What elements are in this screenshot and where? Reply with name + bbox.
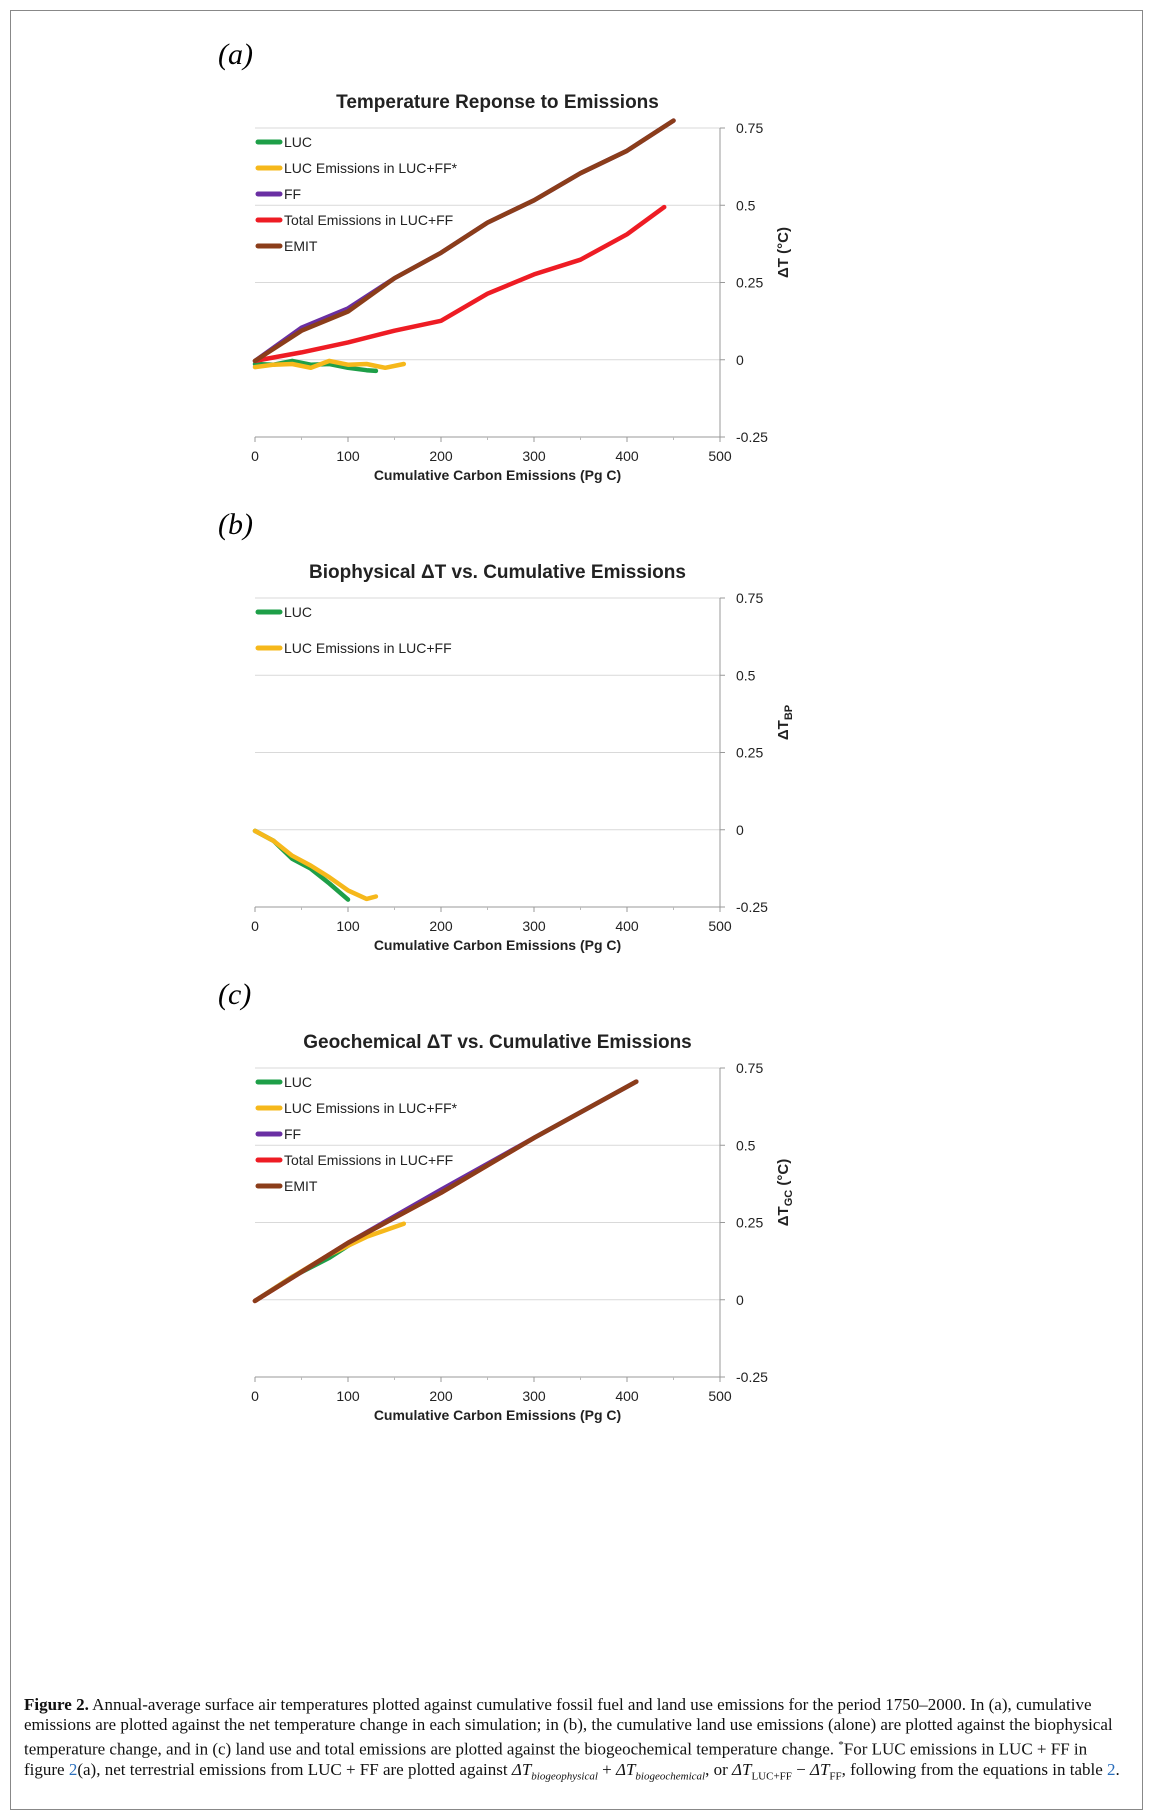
legend-label: LUC bbox=[284, 134, 312, 150]
legend-label: EMIT bbox=[284, 1178, 318, 1194]
series-line bbox=[252, 828, 379, 902]
series-line bbox=[252, 118, 676, 364]
figure-frame bbox=[10, 10, 1143, 1810]
caption-star: * bbox=[838, 1739, 844, 1751]
y-tick-label: -0.25 bbox=[736, 1369, 768, 1385]
x-tick-label: 200 bbox=[429, 918, 453, 934]
panel-label-a: (a) bbox=[218, 38, 253, 71]
chart-title: Geochemical ΔT vs. Cumulative Emissions bbox=[303, 1032, 692, 1053]
y-tick-label: 0.25 bbox=[736, 745, 763, 761]
y-tick-label: 0 bbox=[736, 822, 744, 838]
caption-eq4: ΔT bbox=[809, 1759, 830, 1779]
x-tick-label: 200 bbox=[429, 448, 453, 464]
y-tick-label: -0.25 bbox=[736, 429, 768, 445]
caption-eq3-sub: LUC+FF bbox=[751, 1770, 792, 1783]
series-line bbox=[252, 1079, 639, 1304]
caption-minus: − bbox=[791, 1759, 810, 1779]
panel-label-c: (c) bbox=[218, 978, 252, 1011]
x-tick-label: 0 bbox=[251, 448, 259, 464]
y-tick-label: 0.5 bbox=[736, 197, 756, 213]
legend-label: LUC Emissions in LUC+FF bbox=[284, 640, 452, 656]
x-tick-label: 400 bbox=[615, 448, 639, 464]
y-axis-label: ΔTGC (°C) bbox=[775, 1159, 795, 1226]
chart-title: Biophysical ΔT vs. Cumulative Emissions bbox=[309, 562, 686, 583]
x-tick-label: 500 bbox=[708, 448, 732, 464]
x-tick-label: 300 bbox=[522, 448, 546, 464]
x-tick-label: 200 bbox=[429, 1388, 453, 1404]
caption-figure-link[interactable]: 2 bbox=[68, 1759, 78, 1779]
legend-label: LUC Emissions in LUC+FF* bbox=[284, 1100, 458, 1116]
x-tick-label: 300 bbox=[522, 918, 546, 934]
y-axis-label: ΔT (°C) bbox=[775, 227, 792, 278]
x-tick-label: 300 bbox=[522, 1388, 546, 1404]
caption-text-4: , following from the equations in table bbox=[841, 1759, 1108, 1779]
chart-c: Geochemical ΔT vs. Cumulative Emissions 0… bbox=[251, 1032, 795, 1423]
caption-text-2: For LUC emissions in LUC + FF in figure bbox=[24, 1739, 1088, 1779]
legend-label: FF bbox=[284, 1126, 301, 1142]
x-tick-label: 0 bbox=[251, 918, 259, 934]
y-tick-label: 0.5 bbox=[736, 667, 756, 683]
caption-eq4-sub: FF bbox=[829, 1770, 842, 1783]
x-axis-label: Cumulative Carbon Emissions (Pg C) bbox=[374, 1407, 621, 1423]
series-line bbox=[252, 828, 351, 902]
legend-label: FF bbox=[284, 186, 301, 202]
y-tick-label: -0.25 bbox=[736, 899, 768, 915]
x-tick-label: 0 bbox=[251, 1388, 259, 1404]
caption-text-1: Annual-average surface air temperatures … bbox=[24, 1695, 1113, 1759]
x-tick-label: 100 bbox=[336, 448, 360, 464]
figure-caption: Figure 2. Annual-average surface air tem… bbox=[24, 1695, 1129, 1786]
caption-eq1: ΔT bbox=[511, 1759, 532, 1779]
chart-title: Temperature Reponse to Emissions bbox=[336, 92, 659, 113]
y-tick-label: 0.5 bbox=[736, 1137, 756, 1153]
x-tick-label: 500 bbox=[708, 918, 732, 934]
caption-eq2: ΔT bbox=[615, 1759, 636, 1779]
y-tick-label: 0 bbox=[736, 1292, 744, 1308]
panel-label-b: (b) bbox=[218, 508, 253, 541]
caption-eq1-sub: biogeophysical bbox=[531, 1770, 598, 1783]
x-axis-label: Cumulative Carbon Emissions (Pg C) bbox=[374, 467, 621, 483]
series-line bbox=[252, 204, 667, 364]
legend-label: Total Emissions in LUC+FF bbox=[284, 1152, 453, 1168]
legend-label: EMIT bbox=[284, 238, 318, 254]
x-tick-label: 400 bbox=[615, 1388, 639, 1404]
y-tick-label: 0.25 bbox=[736, 1215, 763, 1231]
chart-b: Biophysical ΔT vs. Cumulative Emissions 0… bbox=[251, 562, 795, 953]
caption-or: , or bbox=[705, 1759, 732, 1779]
series-line bbox=[252, 358, 407, 371]
caption-end: . bbox=[1115, 1759, 1120, 1779]
caption-label: Figure 2. bbox=[24, 1695, 89, 1714]
y-axis-label: ΔTBP bbox=[775, 705, 795, 740]
y-tick-label: 0 bbox=[736, 352, 744, 368]
legend-label: LUC Emissions in LUC+FF* bbox=[284, 160, 458, 176]
chart-a: Temperature Reponse to Emissions 0.75 0.5 0… bbox=[251, 92, 792, 483]
caption-text-3: (a), net terrestrial emissions from LUC … bbox=[77, 1759, 512, 1779]
y-tick-label: 0.25 bbox=[736, 275, 763, 291]
x-axis-label: Cumulative Carbon Emissions (Pg C) bbox=[374, 937, 621, 953]
y-tick-label: 0.75 bbox=[736, 1060, 763, 1076]
x-tick-label: 100 bbox=[336, 1388, 360, 1404]
x-tick-label: 500 bbox=[708, 1388, 732, 1404]
x-tick-label: 400 bbox=[615, 918, 639, 934]
y-tick-label: 0.75 bbox=[736, 120, 763, 136]
legend-label: Total Emissions in LUC+FF bbox=[284, 212, 453, 228]
caption-plus: + bbox=[597, 1759, 616, 1779]
caption-eq2-sub: biogeochemical bbox=[635, 1770, 706, 1783]
legend-label: LUC bbox=[284, 604, 312, 620]
legend-label: LUC bbox=[284, 1074, 312, 1090]
caption-eq3: ΔT bbox=[732, 1759, 752, 1779]
caption-table-link[interactable]: 2 bbox=[1107, 1759, 1116, 1779]
y-tick-label: 0.75 bbox=[736, 590, 763, 606]
x-tick-label: 100 bbox=[336, 918, 360, 934]
